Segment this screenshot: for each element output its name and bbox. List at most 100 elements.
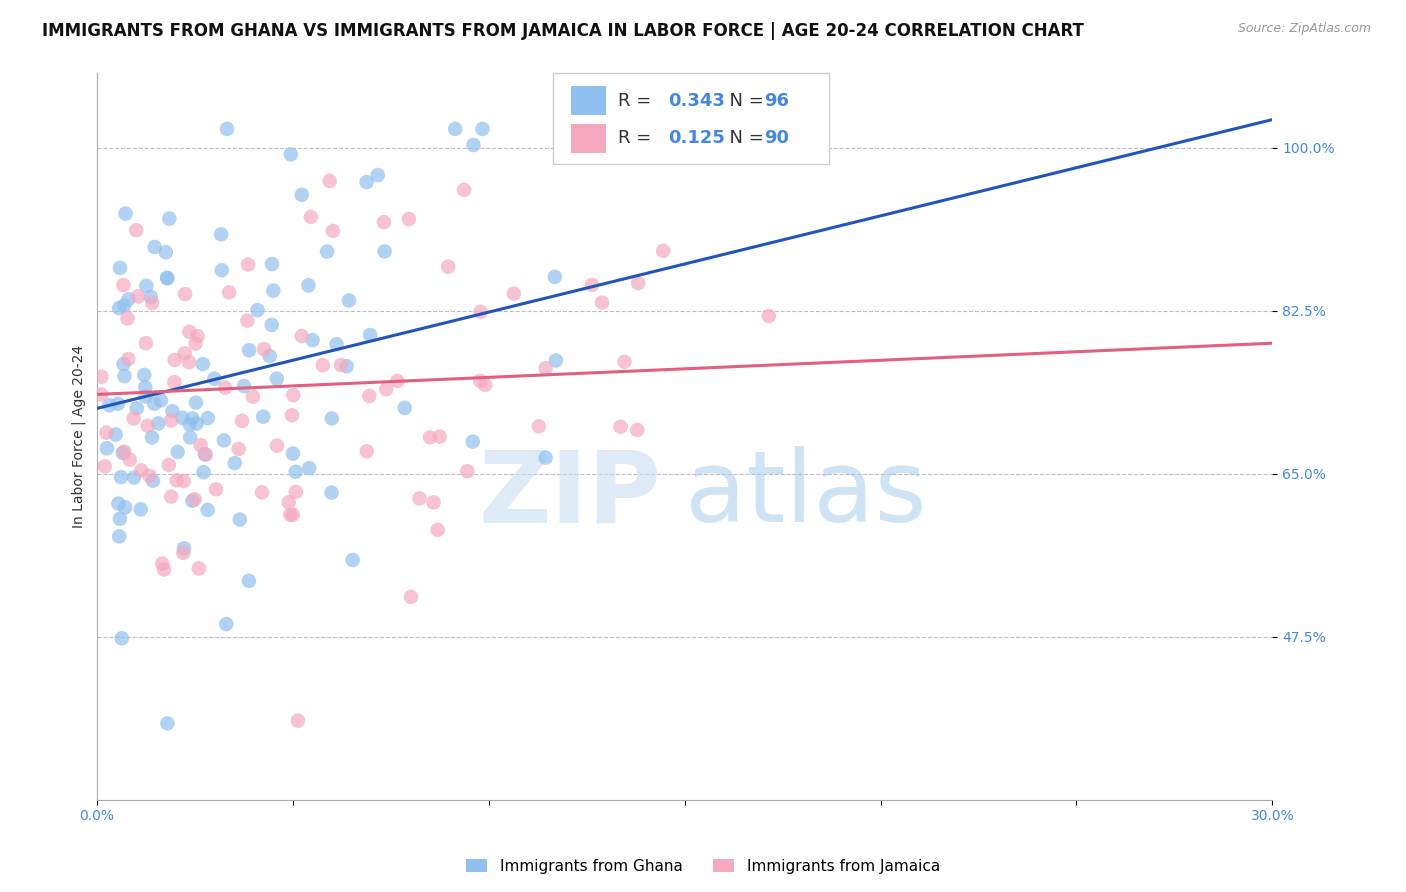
Point <box>297 278 319 293</box>
Point <box>194 448 217 462</box>
Point <box>156 270 179 285</box>
Point <box>236 314 259 328</box>
Point <box>134 368 156 382</box>
Point <box>233 379 256 393</box>
Text: R =: R = <box>617 92 657 110</box>
Point <box>172 410 194 425</box>
Text: 90: 90 <box>765 129 790 147</box>
Point <box>181 493 204 508</box>
Point <box>231 414 253 428</box>
Point <box>179 355 201 369</box>
Point <box>139 290 162 304</box>
Point <box>613 355 636 369</box>
Point <box>277 495 299 509</box>
Point <box>112 369 135 384</box>
Point <box>153 562 176 576</box>
Point <box>321 485 343 500</box>
Point <box>112 299 135 313</box>
Point <box>758 309 780 323</box>
Point <box>318 174 340 188</box>
Text: R =: R = <box>617 129 657 147</box>
Point <box>157 458 180 472</box>
Point <box>461 434 484 449</box>
Point <box>135 278 157 293</box>
Point <box>111 631 134 645</box>
Point <box>134 380 156 394</box>
Text: IMMIGRANTS FROM GHANA VS IMMIGRANTS FROM JAMAICA IN LABOR FORCE | AGE 20-24 CORR: IMMIGRANTS FROM GHANA VS IMMIGRANTS FROM… <box>42 22 1084 40</box>
Point <box>184 395 207 409</box>
Point <box>259 349 281 363</box>
Point <box>114 206 136 220</box>
Point <box>160 413 183 427</box>
Point <box>356 444 378 458</box>
Point <box>141 430 163 444</box>
Point <box>118 452 141 467</box>
Point <box>117 351 139 366</box>
Point <box>534 361 557 376</box>
Point <box>129 502 152 516</box>
Point <box>359 328 381 343</box>
Point <box>398 212 420 227</box>
Point <box>212 434 235 448</box>
Point <box>260 257 283 271</box>
Point <box>184 336 207 351</box>
Point <box>108 512 131 526</box>
Point <box>374 244 396 259</box>
Point <box>108 301 131 315</box>
Point <box>98 398 121 412</box>
Point <box>281 409 304 423</box>
Point <box>280 147 302 161</box>
Point <box>224 456 246 470</box>
Point <box>156 271 179 285</box>
Point <box>284 484 307 499</box>
Point <box>143 240 166 254</box>
Point <box>266 439 288 453</box>
Point <box>278 508 301 522</box>
Point <box>218 285 240 300</box>
Point <box>463 138 485 153</box>
Point <box>122 470 145 484</box>
Point <box>266 372 288 386</box>
Point <box>236 258 259 272</box>
Point <box>194 447 217 461</box>
Point <box>157 211 180 226</box>
Text: N =: N = <box>717 92 769 110</box>
Point <box>136 418 159 433</box>
Point <box>197 503 219 517</box>
Point <box>107 397 129 411</box>
Point <box>122 411 145 425</box>
Point <box>544 269 567 284</box>
Point <box>299 210 322 224</box>
Point <box>399 590 422 604</box>
Point <box>627 276 650 290</box>
Point <box>96 425 118 440</box>
Point <box>191 357 214 371</box>
Point <box>125 401 148 416</box>
Point <box>444 121 467 136</box>
Point <box>470 374 492 388</box>
Point <box>291 187 314 202</box>
Point <box>626 423 648 437</box>
Point <box>166 473 188 487</box>
Point <box>253 342 276 356</box>
Point <box>143 397 166 411</box>
Point <box>291 329 314 343</box>
Point <box>155 245 177 260</box>
Point <box>160 490 183 504</box>
Text: Source: ZipAtlas.com: Source: ZipAtlas.com <box>1237 22 1371 36</box>
Point <box>356 175 378 189</box>
Text: 96: 96 <box>765 92 790 110</box>
Point <box>336 359 359 374</box>
Point <box>581 277 603 292</box>
Point <box>214 381 236 395</box>
Point <box>437 260 460 274</box>
Point <box>112 357 135 371</box>
Point <box>429 429 451 443</box>
Point <box>193 465 215 479</box>
Point <box>527 419 550 434</box>
Point <box>228 442 250 456</box>
Point <box>342 553 364 567</box>
Point <box>298 461 321 475</box>
Point <box>112 278 135 293</box>
Point <box>330 358 353 372</box>
